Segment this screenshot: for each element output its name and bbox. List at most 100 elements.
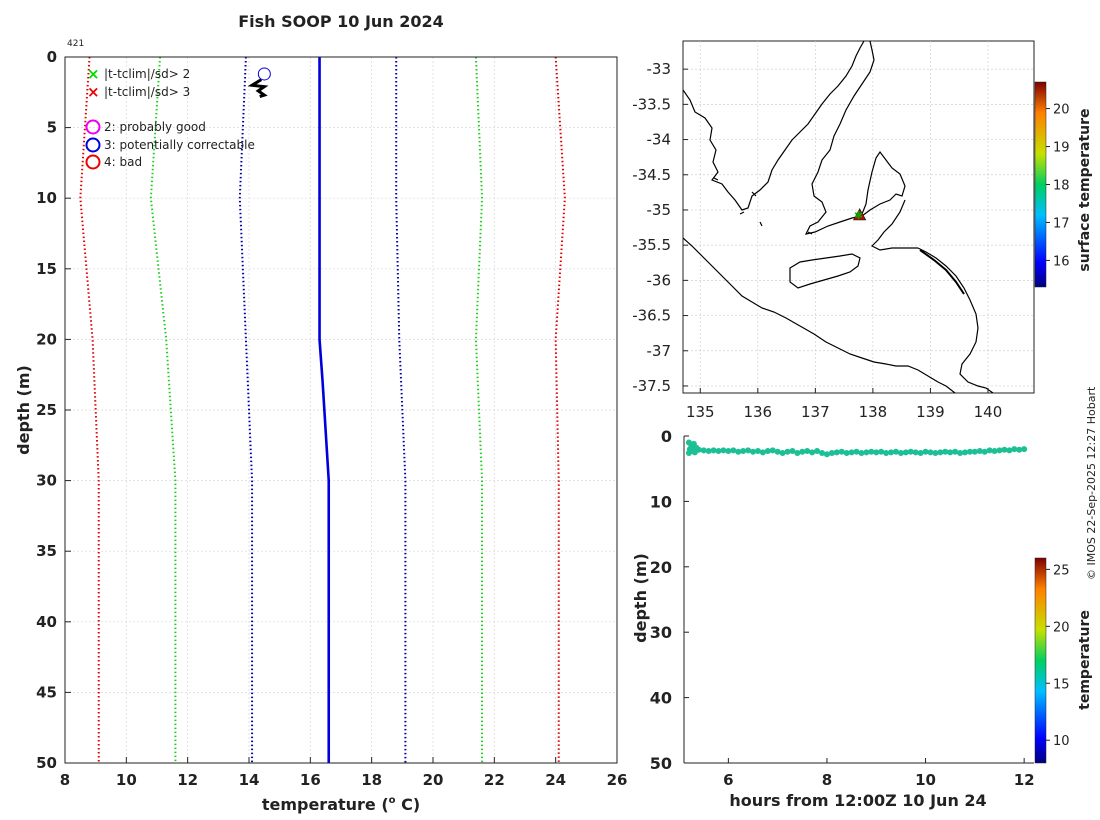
colorbar-tick-label: 19 — [1053, 141, 1070, 156]
data-point — [833, 449, 840, 456]
coastline-gulf-st-vincent — [870, 199, 918, 251]
star-marker-icon: ✱ — [854, 209, 863, 222]
legend-flag-2: × |t-tclim|/sd> 2 — [87, 65, 190, 83]
x-tick-label: 22 — [484, 771, 505, 789]
ship-position-marker: ✱ — [852, 208, 867, 222]
map-colorbar-label: surface temperature — [1077, 108, 1093, 271]
x-tick-label: 10 — [915, 771, 936, 789]
y-tick-label: 0 — [47, 48, 57, 66]
ts-colorbar — [1034, 557, 1047, 764]
x-tick-label: 16 — [300, 771, 321, 789]
data-point — [868, 448, 875, 455]
data-point — [730, 447, 737, 454]
coastline-eyre-peninsula-west — [683, 41, 865, 211]
map-axes: 135 136 137 138 139 140 -33 -33.5 -34 -34.5 -35 -35… — [632, 60, 1002, 421]
flag-circle — [257, 67, 271, 81]
data-point — [774, 448, 781, 455]
profile-grid — [64, 56, 618, 764]
data-point — [794, 450, 801, 457]
data-point — [912, 449, 919, 456]
x-tick-label: 140 — [974, 403, 1003, 421]
data-point — [735, 448, 742, 455]
data-point — [957, 450, 964, 457]
y-tick-label: -37.5 — [632, 377, 671, 395]
legend: × |t-tclim|/sd> 2 × |t-tclim|/sd> 3 2: p… — [85, 65, 255, 170]
y-tick-label: 10 — [650, 492, 672, 511]
x-marker-icon: × — [87, 65, 100, 83]
colorbar-tick-label: 18 — [1053, 179, 1070, 194]
x-tick-label: 139 — [916, 403, 945, 421]
timeseries-panel: 6 8 10 12 0 10 20 30 40 50 10 15 20 25 temperature h… — [631, 427, 1093, 810]
data-point — [878, 448, 885, 455]
data-point — [759, 449, 766, 456]
colorbar-tick-label: 16 — [1053, 254, 1070, 269]
profile-panel: 421 8 10 12 14 16 18 20 22 24 26 0 5 10 15 20 25 30 35 40 4… — [14, 39, 627, 814]
legend-label: 2: probably good — [104, 120, 206, 134]
data-point — [853, 448, 860, 455]
data-point — [784, 448, 791, 455]
triangle-marker-icon — [852, 208, 867, 221]
x-tick-label: 12 — [1014, 771, 1035, 789]
data-point — [1006, 447, 1013, 454]
x-tick-label: 20 — [423, 771, 444, 789]
data-point — [863, 449, 870, 456]
x-tick-label: 138 — [859, 403, 888, 421]
ts-colorbar-ticks: 10 15 20 25 — [1046, 563, 1070, 749]
ts-x-axis-label: hours from 12:00Z 10 Jun 24 — [729, 791, 986, 810]
profile-plot-frame — [64, 56, 618, 764]
circle-marker-icon — [85, 119, 101, 135]
data-point — [907, 448, 914, 455]
data-point — [917, 450, 924, 457]
data-point — [892, 448, 899, 455]
data-point — [902, 449, 909, 456]
legend-label: |t-tclim|/sd> 2 — [104, 67, 190, 81]
x-tick-label: 8 — [822, 771, 832, 789]
map-panel: ✱ 135 136 137 138 139 140 -33 -33.5 -34 -34.5 -35 -… — [632, 40, 1093, 421]
x-tick-label: 12 — [177, 771, 198, 789]
coastline-spencer-gulf-east — [804, 41, 875, 235]
y-tick-label: 40 — [650, 689, 672, 708]
data-point — [814, 448, 821, 455]
data-point — [1001, 446, 1008, 453]
ts-points — [685, 439, 1028, 458]
data-point — [858, 450, 865, 457]
profile-series — [79, 56, 566, 763]
x-tick-label: 135 — [686, 403, 715, 421]
circle-marker-icon — [85, 137, 101, 153]
y-tick-label: -36 — [647, 271, 672, 289]
data-point — [966, 448, 973, 455]
data-point — [922, 448, 929, 455]
drop-number: 421 — [67, 39, 84, 49]
coastline-mainland-south — [683, 237, 956, 393]
y-tick-label: 30 — [650, 623, 672, 642]
data-point — [819, 450, 826, 457]
ts-y-axis-label: depth (m) — [631, 553, 650, 643]
y-tick-label: -37 — [647, 342, 672, 360]
x-tick-label: 26 — [607, 771, 628, 789]
coastline-coorong — [917, 247, 994, 393]
x-tick-label: 6 — [723, 771, 733, 789]
data-point — [750, 448, 757, 455]
colorbar-tick-label: 20 — [1053, 103, 1070, 118]
legend-flag-3: × |t-tclim|/sd> 3 — [87, 83, 190, 101]
y-tick-label: 45 — [36, 683, 57, 701]
data-point — [720, 447, 727, 454]
data-point — [952, 448, 959, 455]
coastline-small-islands — [713, 177, 813, 235]
legend-label: 3: potentially correctable — [104, 138, 255, 152]
data-point — [740, 448, 747, 455]
data-point — [809, 449, 816, 456]
coastline-coorong-inner — [919, 249, 965, 295]
y-tick-label: 50 — [36, 754, 57, 772]
data-point — [888, 449, 895, 456]
data-point — [971, 448, 978, 455]
x-tick-label: 136 — [743, 403, 772, 421]
data-point — [828, 450, 835, 457]
legend-quality-3: 3: potentially correctable — [85, 137, 255, 153]
data-point — [897, 450, 904, 457]
data-point — [705, 448, 712, 455]
ts-axes: 6 8 10 12 0 10 20 30 40 50 — [650, 427, 1035, 789]
data-point — [976, 448, 983, 455]
x-tick-label: 10 — [116, 771, 137, 789]
